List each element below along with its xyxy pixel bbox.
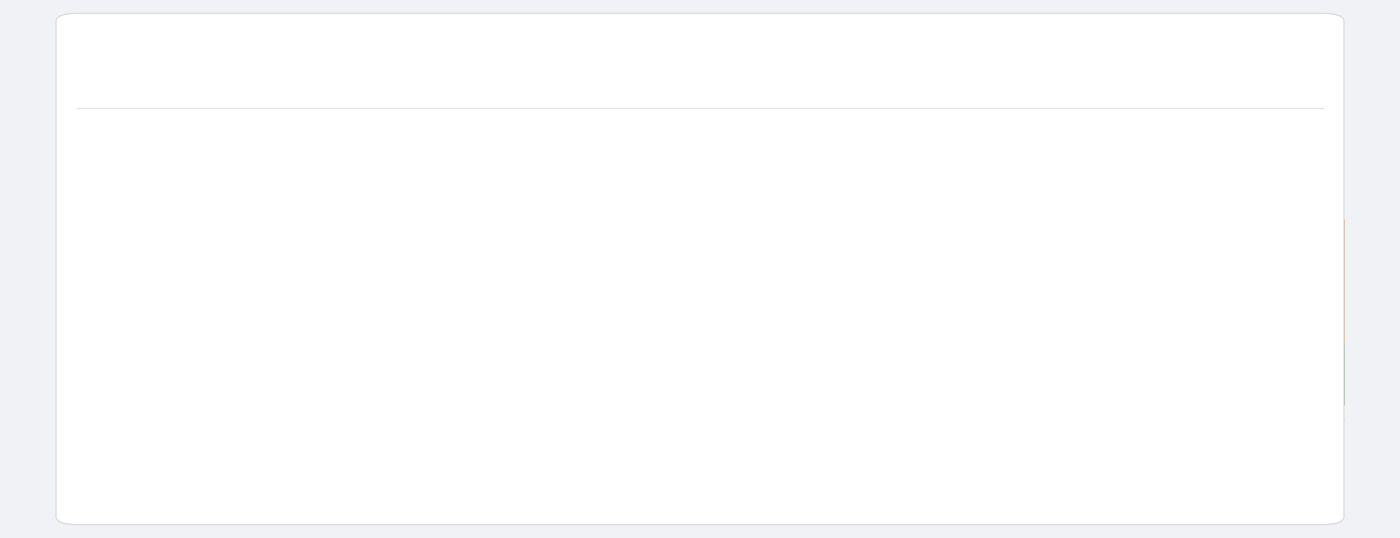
Legend: male, female: male, female	[433, 62, 605, 94]
Point	[1179, 214, 1201, 223]
Point	[203, 233, 225, 242]
Point	[511, 239, 533, 247]
Point	[819, 249, 841, 257]
